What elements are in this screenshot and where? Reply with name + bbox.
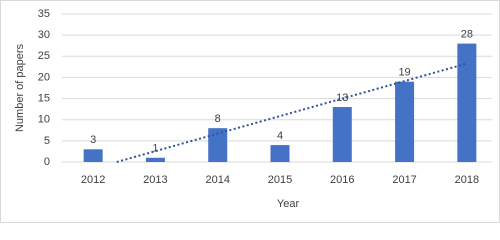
bar xyxy=(83,149,103,162)
bar xyxy=(332,107,352,162)
y-axis-title: Number of papers xyxy=(14,43,26,132)
x-tick-label: 2016 xyxy=(330,174,354,186)
y-tick-label: 35 xyxy=(38,8,50,20)
x-tick-label: 2015 xyxy=(268,174,292,186)
y-tick-label: 0 xyxy=(44,156,50,168)
bar xyxy=(270,145,290,162)
data-label: 3 xyxy=(90,134,96,146)
data-label: 8 xyxy=(215,113,221,125)
bar xyxy=(145,157,165,162)
x-axis-title: Year xyxy=(277,198,300,210)
x-tick-label: 2014 xyxy=(205,174,229,186)
bar xyxy=(457,43,477,162)
bar xyxy=(395,81,415,162)
bar xyxy=(208,128,228,162)
data-label: 1 xyxy=(152,143,158,155)
data-label: 28 xyxy=(461,29,473,41)
data-label: 19 xyxy=(398,67,410,79)
data-label: 4 xyxy=(277,130,283,142)
x-tick-label: 2017 xyxy=(392,174,416,186)
x-tick-label: 2012 xyxy=(81,174,105,186)
y-tick-label: 10 xyxy=(38,114,50,126)
chart-border xyxy=(0,0,500,223)
x-tick-label: 2018 xyxy=(455,174,479,186)
x-tick-label: 2013 xyxy=(143,174,167,186)
trendline xyxy=(116,62,468,163)
y-tick-label: 15 xyxy=(38,92,50,104)
chart: Year Number of papers 0 5 10 15 20 25 30 35 2012… xyxy=(0,0,500,223)
y-tick-label: 5 xyxy=(44,135,50,147)
y-tick-label: 20 xyxy=(38,71,50,83)
y-tick-label: 25 xyxy=(38,50,50,62)
y-tick-label: 30 xyxy=(38,29,50,41)
